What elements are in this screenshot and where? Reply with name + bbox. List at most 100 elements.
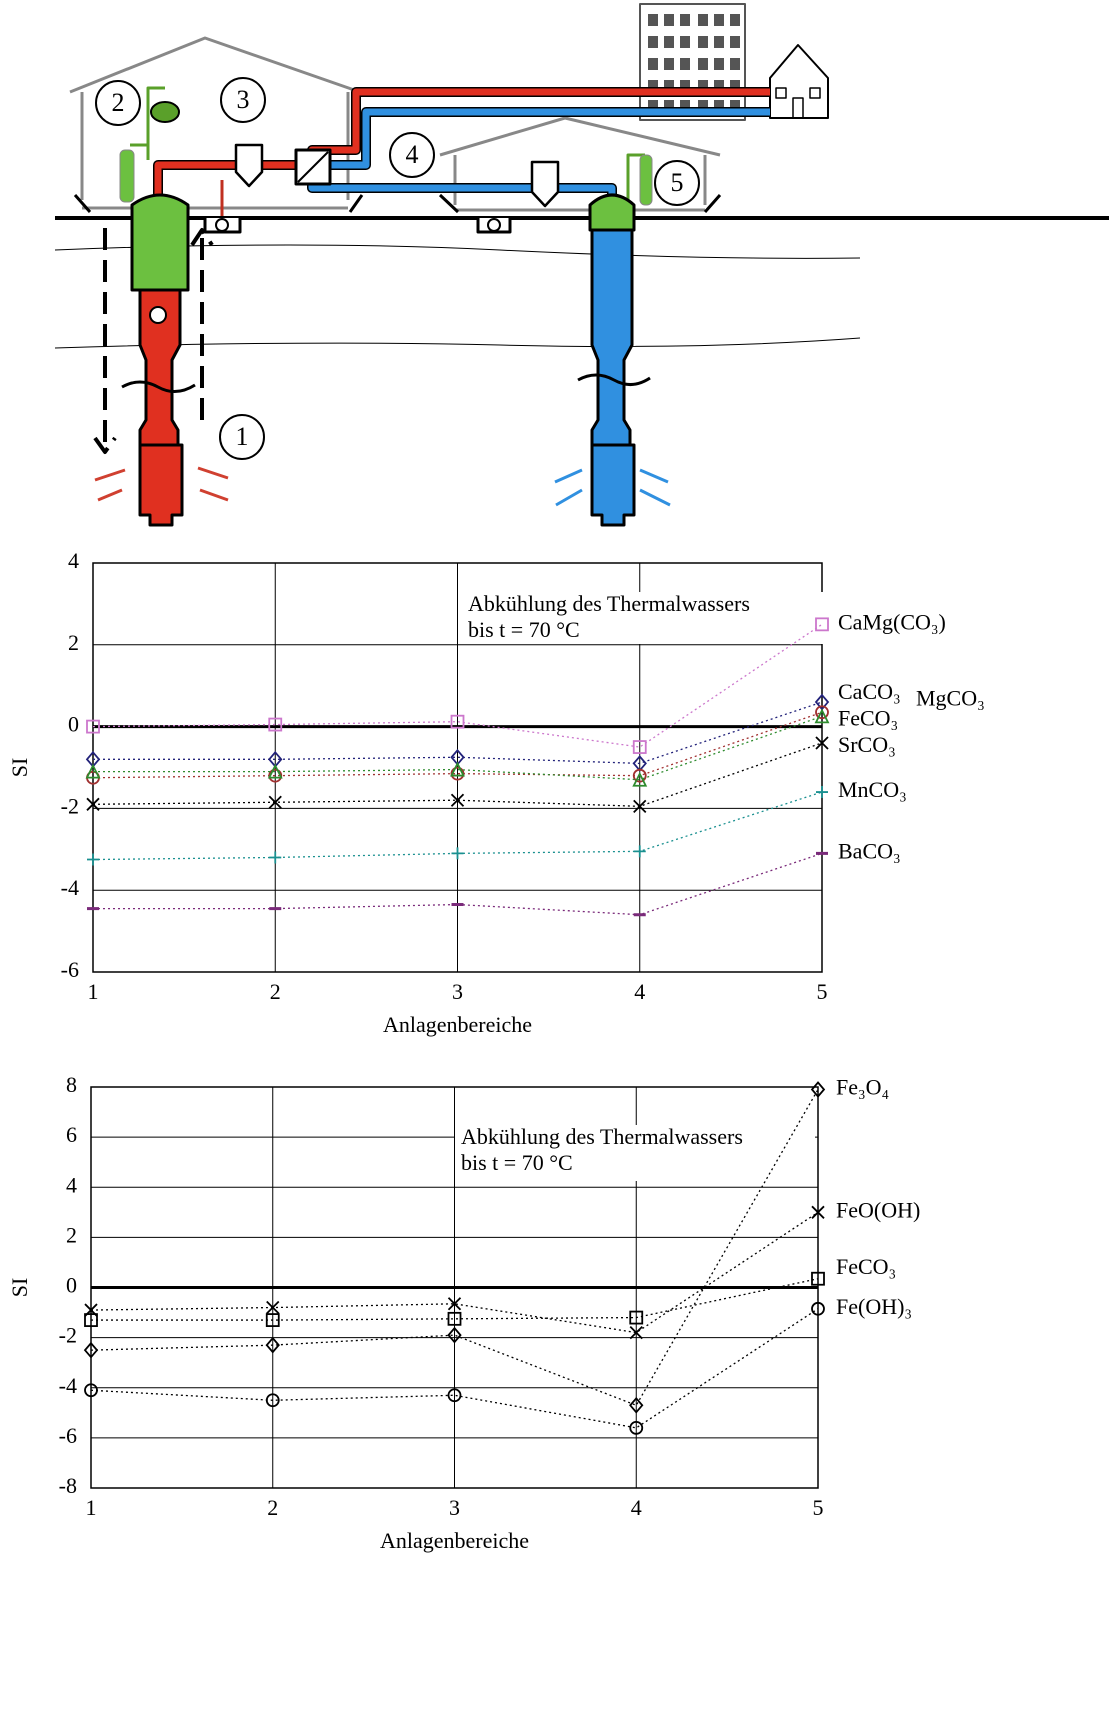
y-tick-label: 0 bbox=[66, 1273, 77, 1298]
data-point bbox=[83, 1341, 99, 1359]
outflow-arrow bbox=[554, 468, 671, 507]
data-point bbox=[629, 1396, 644, 1414]
y-tick-label: -8 bbox=[59, 1473, 77, 1498]
series-line bbox=[90, 1211, 819, 1334]
series-line bbox=[92, 623, 823, 748]
y-tick-label: -2 bbox=[59, 1323, 77, 1348]
data-point bbox=[632, 771, 648, 787]
data-point bbox=[447, 1388, 462, 1403]
filter bbox=[530, 160, 560, 208]
series-line bbox=[91, 1278, 819, 1321]
annotation: Abkühlung des Thermalwassers bbox=[461, 1124, 743, 1149]
y-tick-label: -2 bbox=[61, 793, 79, 818]
data-point bbox=[268, 795, 282, 809]
y-tick-label: 2 bbox=[66, 1222, 77, 1247]
data-point bbox=[629, 1420, 644, 1435]
x-axis-label: Anlagenbereiche bbox=[383, 1012, 532, 1037]
label-circle bbox=[95, 80, 141, 126]
label-circle bbox=[389, 132, 435, 178]
data-point bbox=[815, 617, 829, 632]
data-point bbox=[450, 793, 465, 807]
x-axis-label: Anlagenbereiche bbox=[380, 1528, 529, 1553]
gas-line bbox=[626, 153, 645, 205]
gas-line bbox=[130, 86, 165, 160]
y-tick-label: 6 bbox=[66, 1122, 77, 1147]
y-tick-label: -4 bbox=[61, 875, 79, 900]
y-tick-label: 0 bbox=[68, 712, 79, 737]
filter bbox=[234, 143, 264, 188]
x-tick-label: 4 bbox=[634, 979, 645, 1004]
house bbox=[453, 155, 707, 212]
x-tick-label: 3 bbox=[452, 979, 463, 1004]
data-point bbox=[633, 799, 647, 813]
label-circle bbox=[654, 160, 700, 206]
series-label: CaMg(CO₃) bbox=[838, 609, 946, 634]
break-mark bbox=[121, 380, 196, 393]
data-point bbox=[447, 1311, 462, 1326]
y-tick-label: -6 bbox=[61, 957, 79, 982]
data-point bbox=[265, 1393, 280, 1408]
series-line bbox=[92, 791, 823, 861]
data-point bbox=[84, 1383, 98, 1398]
data-point bbox=[265, 1313, 280, 1327]
annotation-box bbox=[462, 592, 824, 644]
data-point bbox=[269, 851, 282, 864]
expansion-vessel bbox=[150, 101, 180, 123]
inflow-arrow bbox=[94, 466, 229, 502]
break-mark bbox=[577, 373, 651, 386]
plant-diagram bbox=[54, 3, 1109, 527]
annotation-box bbox=[455, 1125, 815, 1181]
series-line bbox=[93, 701, 823, 765]
diagram-label: 5 bbox=[671, 168, 684, 197]
wellhead bbox=[588, 193, 636, 232]
y-tick-label: 4 bbox=[66, 1172, 77, 1197]
series-line bbox=[90, 1089, 819, 1407]
data-point bbox=[632, 768, 647, 783]
diagram-label: 4 bbox=[406, 140, 419, 169]
data-point bbox=[266, 1300, 280, 1315]
x-tick-label: 5 bbox=[813, 1495, 824, 1520]
x-tick-label: 3 bbox=[449, 1495, 460, 1520]
data-point bbox=[811, 1271, 825, 1286]
data-point bbox=[86, 719, 100, 734]
series-line bbox=[90, 1308, 819, 1429]
soil-layer bbox=[54, 244, 861, 259]
pump bbox=[487, 218, 501, 232]
series-line bbox=[92, 742, 823, 808]
series-label: BaCO₃ bbox=[838, 838, 901, 863]
diagram-label: 2 bbox=[112, 88, 125, 117]
data-point bbox=[267, 763, 283, 779]
y-tick-label: 4 bbox=[68, 548, 79, 573]
x-tick-label: 2 bbox=[270, 979, 281, 1004]
y-tick-label: -4 bbox=[59, 1373, 77, 1398]
door bbox=[792, 97, 804, 119]
heat-exchanger bbox=[297, 151, 329, 183]
series-label: FeO(OH) bbox=[836, 1197, 920, 1222]
series-label: MnCO₃ bbox=[838, 777, 907, 802]
series-label: MgCO₃ bbox=[916, 685, 985, 710]
gas-bottle bbox=[119, 149, 135, 203]
y-tick-label: 8 bbox=[66, 1072, 77, 1097]
window bbox=[809, 87, 821, 99]
well-screen bbox=[590, 443, 636, 527]
x-tick-label: 1 bbox=[88, 979, 99, 1004]
pump-pit bbox=[203, 218, 512, 234]
data-point bbox=[87, 853, 99, 866]
window bbox=[775, 87, 787, 99]
diagram-label: 1 bbox=[236, 422, 249, 451]
data-point bbox=[814, 708, 830, 724]
series-label: CaCO₃ bbox=[838, 679, 901, 704]
series-line bbox=[93, 715, 823, 781]
annotation: bis t = 70 °C bbox=[461, 1150, 573, 1175]
x-tick-label: 1 bbox=[86, 1495, 97, 1520]
gas-bottle bbox=[639, 154, 653, 206]
data-point bbox=[629, 1325, 643, 1340]
data-point bbox=[815, 705, 829, 720]
diagram-label: 3 bbox=[237, 85, 250, 114]
foundation bbox=[73, 193, 722, 214]
flow-arrow bbox=[190, 228, 214, 420]
pump bbox=[215, 218, 229, 232]
annotation: Abkühlung des Thermalwassers bbox=[468, 591, 750, 616]
roof bbox=[69, 36, 361, 94]
